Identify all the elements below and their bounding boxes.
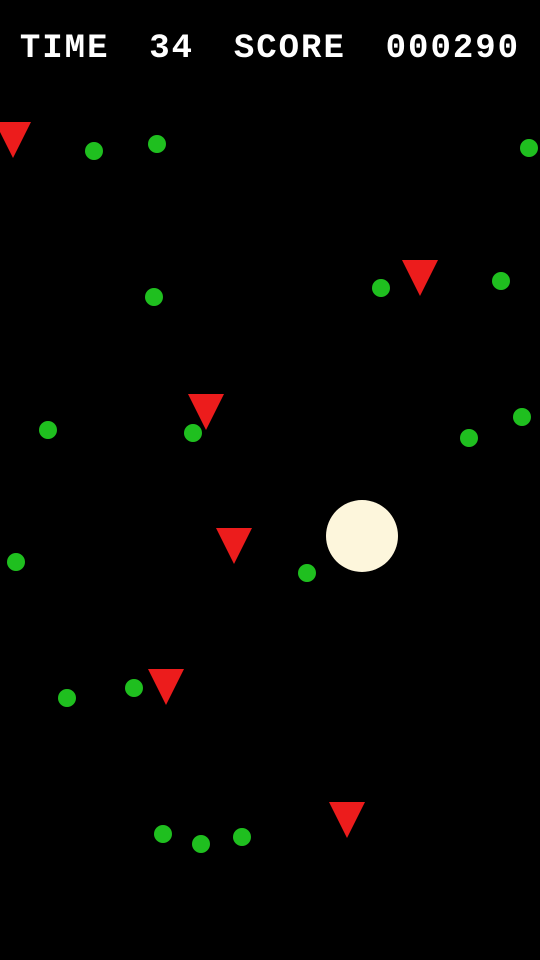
green-dot: [145, 288, 163, 306]
red-triangle: [188, 394, 224, 430]
green-dot: [520, 139, 538, 157]
green-dot: [298, 564, 316, 582]
green-dot: [192, 835, 210, 853]
green-dot: [148, 135, 166, 153]
red-triangle: [216, 528, 252, 564]
red-triangle: [148, 669, 184, 705]
red-triangle: [0, 122, 31, 158]
green-dot: [492, 272, 510, 290]
green-dot: [39, 421, 57, 439]
green-dot: [58, 689, 76, 707]
green-dot: [154, 825, 172, 843]
green-dot: [7, 553, 25, 571]
green-dot: [125, 679, 143, 697]
green-dot: [233, 828, 251, 846]
green-dot: [372, 279, 390, 297]
red-triangle: [329, 802, 365, 838]
green-dot: [85, 142, 103, 160]
red-triangle: [402, 260, 438, 296]
game-area[interactable]: [0, 0, 540, 960]
green-dot: [513, 408, 531, 426]
green-dot: [460, 429, 478, 447]
player-ball[interactable]: [326, 500, 398, 572]
